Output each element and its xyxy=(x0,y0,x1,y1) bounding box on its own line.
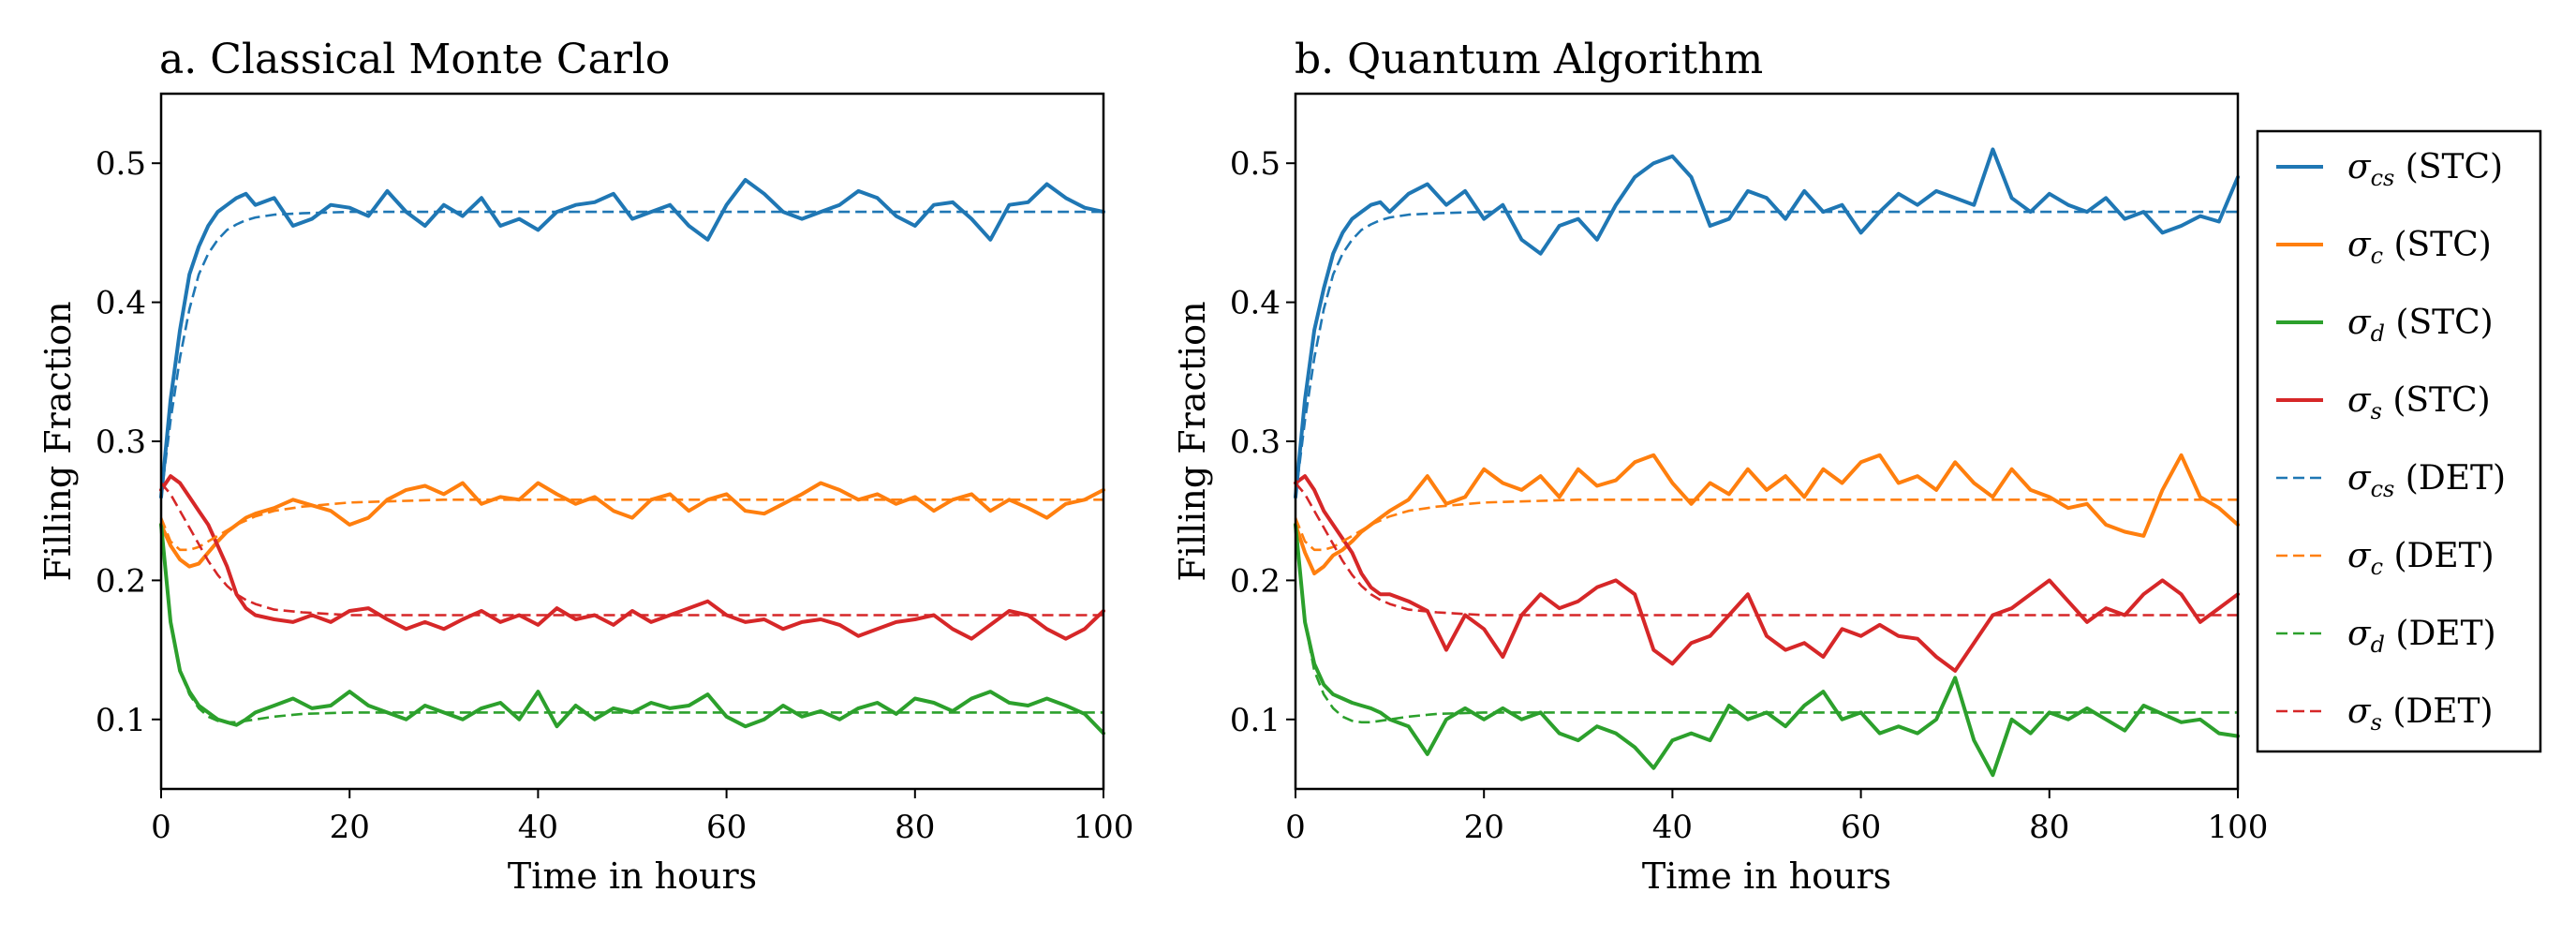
panel-b-series-7-line xyxy=(1295,482,2238,617)
legend-label: σd (STC) xyxy=(2347,304,2494,347)
panel-b-title: b. Quantum Algorithm xyxy=(1295,36,1763,83)
panel-b-series-1-line xyxy=(1294,453,2240,575)
panel-b-series-0-line xyxy=(1294,147,2240,499)
panel-b-ytick-label: 0.4 xyxy=(1230,285,1281,322)
panel-b-series-4-line xyxy=(1294,210,2238,498)
panel-b-ytick-label: 0.2 xyxy=(1230,562,1281,600)
panel-b-frame xyxy=(1294,92,2240,791)
panel-a-series xyxy=(159,178,1105,736)
panel-a-xtick-label: 40 xyxy=(518,809,558,846)
panel-b-xtick-label: 0 xyxy=(1285,809,1306,846)
panel-b-xtick-label: 20 xyxy=(1464,809,1504,846)
panel-b-ytick-label: 0.5 xyxy=(1230,145,1281,183)
panel-a-series-1-line xyxy=(159,481,1105,569)
panel-a-ytick-label: 0.3 xyxy=(96,424,146,461)
panel-a-series-0-line xyxy=(159,178,1105,499)
panel-b-xtick-label: 80 xyxy=(2029,809,2069,846)
panel-a-ytick-label: 0.2 xyxy=(96,562,146,600)
panel-b-ticks: 0 20 40 60 80 100 0.1 0.2 0.3 0.4 0.5 xyxy=(1230,145,2269,846)
panel-b-ytick-label: 0.3 xyxy=(1230,424,1281,461)
legend-label: σs (DET) xyxy=(2347,692,2494,736)
panel-b-ytick-label: 0.1 xyxy=(1230,702,1281,739)
legend-label: σd (DET) xyxy=(2347,615,2496,658)
legend-label: σcs (DET) xyxy=(2347,459,2506,502)
panel-a-xtick-label: 60 xyxy=(706,809,747,846)
panel-a-xtick-label: 0 xyxy=(151,809,171,846)
legend: σcs (STC) σc (STC) σd (STC) σs (STC) σcs (DE… xyxy=(2256,129,2542,753)
panel-a-xtick-label: 100 xyxy=(1073,809,1134,846)
panel-b-series xyxy=(1294,147,2240,778)
panel-b-xtick-label: 100 xyxy=(2208,809,2269,846)
panel-b-series-6-line xyxy=(1294,524,2238,724)
panel-b-xlabel: Time in hours xyxy=(1642,855,1891,897)
panel-a-frame xyxy=(159,92,1105,791)
panel-a-ytick-label: 0.5 xyxy=(96,145,146,183)
panel-a-xtick-label: 80 xyxy=(895,809,935,846)
panel-b-series-5-line xyxy=(1294,498,2238,552)
legend-box xyxy=(2256,129,2542,753)
panel-b: b. Quantum Algorithm 0 20 40 60 80 1000.10.20… xyxy=(1172,36,2268,897)
legend-label: σc (STC) xyxy=(2347,226,2492,269)
legend-label: σcs (STC) xyxy=(2347,148,2503,191)
panel-a-series-5-line xyxy=(159,498,1103,552)
panel-b-series-2-line xyxy=(1294,523,2240,778)
panel-b-series-3-line xyxy=(1294,474,2240,673)
panel-a-ytick-label: 0.1 xyxy=(96,702,146,739)
panel-a-series-6-line xyxy=(159,524,1103,724)
panel-a-xlabel: Time in hours xyxy=(508,855,757,897)
legend-label: σc (DET) xyxy=(2347,537,2495,580)
panel-b-xtick-label: 60 xyxy=(1841,809,1881,846)
panel-a-series-7-line xyxy=(160,482,1103,617)
panel-a-series-2-line xyxy=(159,523,1105,736)
panel-a-ytick-label: 0.4 xyxy=(96,285,146,322)
panel-a: a. Classical Monte Carlo 0 20 40 60 80 100 0.1… xyxy=(37,36,1133,897)
legend-label: σs (STC) xyxy=(2347,381,2491,424)
panel-a-ylabel: Filling Fraction xyxy=(37,301,79,581)
panel-b-xtick-label: 40 xyxy=(1652,809,1693,846)
panel-a-series-4-line xyxy=(159,210,1103,498)
panel-a-ticks: 0 20 40 60 80 100 0.1 0.2 0.3 0.4 0.5 xyxy=(96,145,1134,846)
panel-a-title: a. Classical Monte Carlo xyxy=(159,36,670,83)
panel-a-xtick-label: 20 xyxy=(330,809,370,846)
panel-b-ylabel: Filling Fraction xyxy=(1172,301,1213,581)
